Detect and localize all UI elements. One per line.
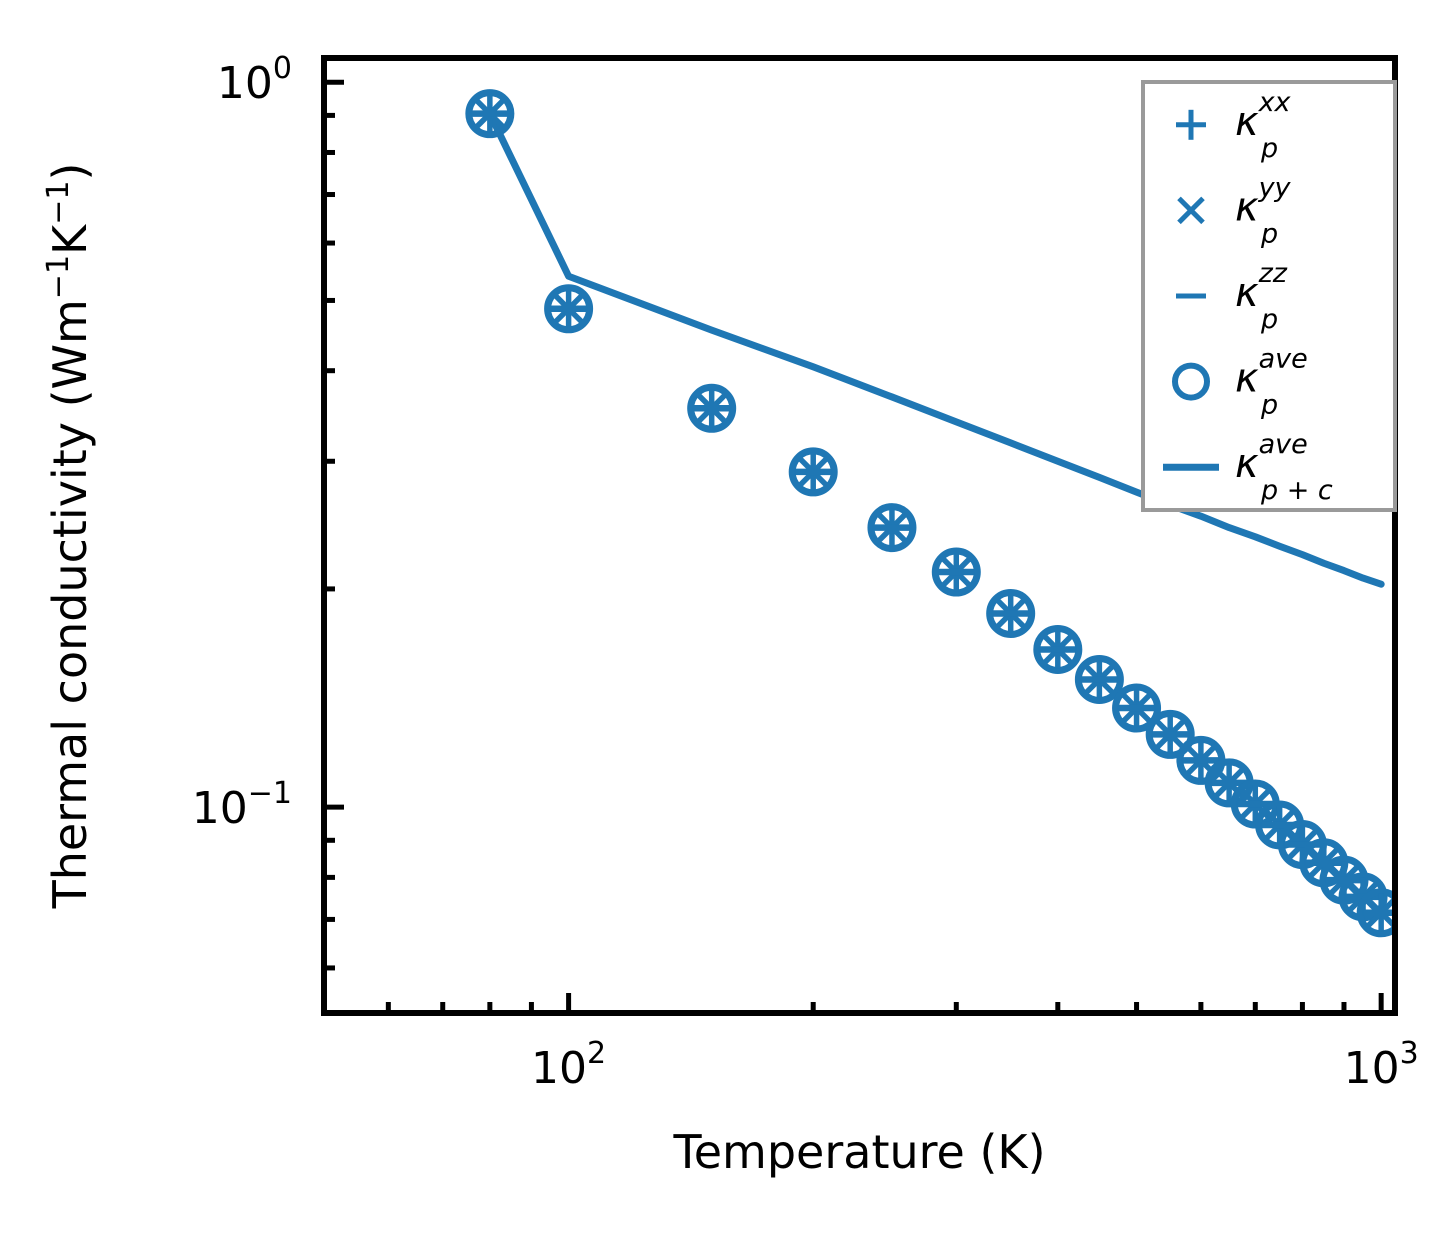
marker-circle (465, 89, 515, 139)
marker-series-group (465, 89, 1395, 938)
x-axis-label: Temperature (K) (672, 1125, 1045, 1179)
data-point (986, 588, 1036, 638)
marker-circle (1033, 624, 1083, 674)
data-point (1074, 654, 1124, 704)
data-point (788, 447, 838, 497)
data-point (1176, 735, 1226, 785)
plot-frame (321, 55, 1398, 1016)
marker-circle (788, 447, 838, 497)
data-point (867, 503, 917, 553)
data-point (1356, 888, 1395, 938)
marker-circle (931, 547, 981, 597)
data-point (1112, 683, 1162, 733)
data-point (465, 89, 515, 139)
data-point (1145, 709, 1195, 759)
marker-circle (1356, 888, 1395, 938)
marker-circle (1145, 709, 1195, 759)
legend-circle-icon (1172, 362, 1210, 401)
data-point (544, 284, 594, 334)
marker-circle (1074, 654, 1124, 704)
data-point (687, 383, 737, 433)
marker-circle (986, 588, 1036, 638)
svg-text:Temperature (K): Temperature (K) (672, 1125, 1045, 1179)
marker-circle (867, 503, 917, 553)
data-point (1033, 624, 1083, 674)
marker-circle (1112, 683, 1162, 733)
marker-circle (544, 284, 594, 334)
data-point (931, 547, 981, 597)
marker-circle (687, 383, 737, 433)
